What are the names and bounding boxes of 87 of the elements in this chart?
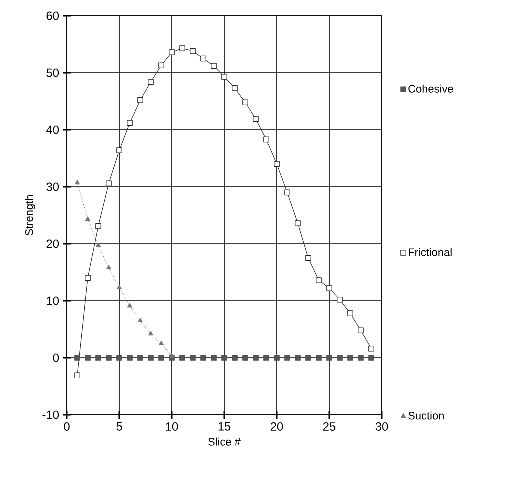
point [116,285,122,290]
point [169,353,175,358]
point [106,180,112,186]
point [127,120,133,126]
point [264,136,270,143]
point [326,355,332,361]
point [222,74,228,80]
legend-label: Suction [408,412,444,420]
point [306,355,312,361]
point [138,355,144,361]
point [85,216,91,222]
point [253,116,259,122]
point [368,355,374,361]
point [148,355,154,361]
point [253,355,259,361]
point [190,48,196,54]
y-tick-label: 60 [46,12,60,20]
x-tick-label: 25 [323,422,336,431]
point [158,355,164,361]
legend-label: Frictional [409,248,452,256]
point [96,355,102,361]
x-tick-label: 15 [218,422,231,431]
point [190,355,196,361]
point [242,355,248,361]
point [211,355,217,361]
point [85,355,91,361]
y-tick-label: 0 [53,354,60,362]
point [74,372,80,379]
point [85,275,91,282]
y-tick-label: 10 [47,296,60,306]
x-tick-label: 10 [166,422,178,431]
point [116,355,122,361]
point [148,331,154,336]
point [116,148,122,154]
point [284,190,290,196]
legend-label: Cohesive [408,84,454,93]
point [232,86,238,92]
point [106,355,112,361]
point [326,286,332,292]
point [295,355,301,361]
x-tick-label: 5 [116,422,122,431]
x-tick-label: 30 [376,422,388,431]
y-tick-label: 40 [46,126,60,134]
point [232,355,238,361]
point [358,355,364,361]
point [316,278,322,284]
point [200,355,206,361]
point [306,255,312,262]
x-axis-title: Slice # [208,438,241,446]
point [274,161,280,168]
point [74,180,80,185]
y-axis-title: Strength [25,196,36,236]
point [148,79,154,86]
point [158,340,164,346]
point [348,355,354,361]
point [74,355,80,361]
point [138,97,144,104]
point [295,220,301,226]
point [158,62,164,68]
point [222,355,228,361]
point [180,355,186,361]
y-tick-label: 20 [46,240,60,248]
point [368,346,374,352]
y-tick-label: 30 [46,182,60,192]
x-tick-label: 20 [270,422,284,431]
point [337,355,343,361]
point [96,242,102,248]
point [127,355,133,361]
y-tick-label: 50 [46,68,60,78]
point [337,296,343,303]
point [169,50,175,56]
point [242,100,248,106]
point [180,46,186,52]
point [127,303,133,308]
point [274,355,280,361]
point [96,223,102,230]
x-tick-label: 0 [64,422,70,431]
point [348,310,354,316]
point [138,318,144,323]
point [211,63,217,70]
point [284,355,290,361]
y-tick-label: -10 [42,410,60,420]
point [264,355,270,361]
point [316,355,322,361]
point [106,265,112,270]
point [358,328,364,334]
point [200,56,206,62]
